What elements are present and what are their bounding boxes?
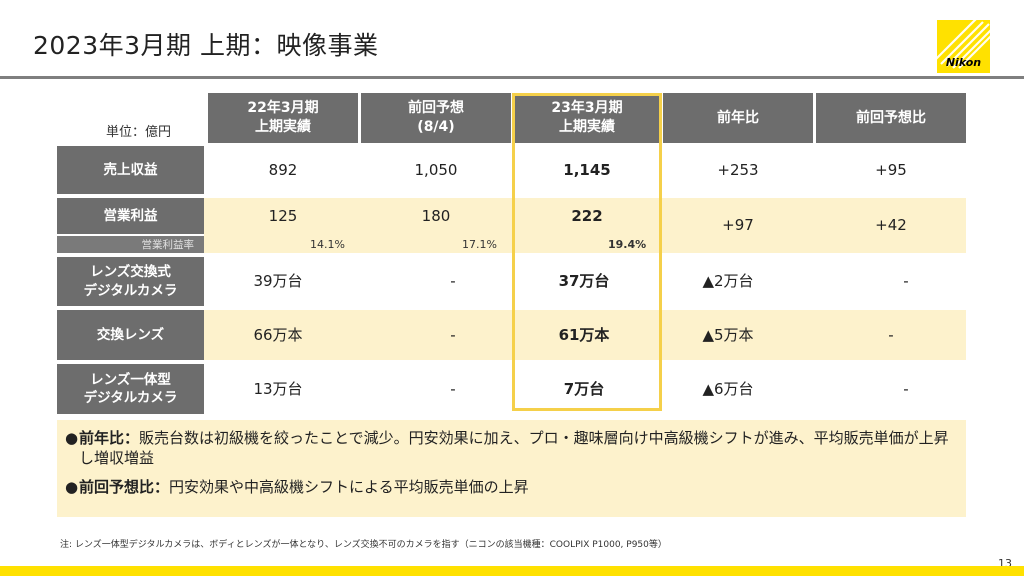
cell-lenses-fy22: 66万本 — [253, 325, 303, 344]
col-header-prev-forecast: 前回予想 (8/4) — [361, 93, 511, 143]
cell-lenses-fy23: 61万本 — [558, 325, 610, 344]
cell-ilc-vs-forecast: - — [903, 272, 909, 291]
row-band-compact — [204, 364, 966, 414]
page-title: 2023年3月期 上期：映像事業 — [33, 31, 379, 60]
row-band-lenses — [204, 310, 966, 360]
cell-compact-fy22: 13万台 — [253, 379, 303, 398]
cell-op-margin-fy22: 14.1% — [310, 238, 345, 251]
notes-box: ● 前年比：販売台数は初級機を絞ったことで減少。円安効果に加え、プロ・趣味層向け… — [57, 420, 966, 517]
row-header-revenue: 売上収益 — [57, 146, 204, 194]
row-header-label: 売上収益 — [103, 161, 158, 178]
col-header-line1: 23年3月期 — [551, 100, 623, 117]
cell-revenue-fy22: 892 — [268, 160, 298, 179]
cell-op-profit-fy23: 222 — [571, 206, 603, 225]
note-label: 前回予想比： — [79, 477, 170, 496]
note-text: 円安効果や中高級機シフトによる平均販売単価の上昇 — [169, 477, 529, 496]
col-header-vs-forecast: 前回予想比 — [816, 93, 966, 143]
note-label: 前年比： — [79, 429, 140, 447]
bullet-icon: ● — [65, 477, 79, 496]
note-vs-forecast: ● 前回予想比：円安効果や中高級機シフトによる平均販売単価の上昇 — [65, 477, 958, 497]
col-header-line2: (8/4) — [417, 119, 455, 135]
cell-revenue-yoy: +253 — [717, 160, 759, 179]
cell-op-margin-forecast: 17.1% — [462, 238, 497, 251]
cell-lenses-forecast: - — [450, 325, 456, 344]
col-header-line1: 前回予想 — [408, 100, 464, 117]
row-header-label: レンズ交換式 — [90, 264, 171, 281]
row-header-label: デジタルカメラ — [83, 282, 178, 299]
row-header-ilc: レンズ交換式 デジタルカメラ — [57, 257, 204, 306]
cell-op-profit-forecast: 180 — [421, 206, 451, 225]
cell-revenue-fy23: 1,145 — [563, 160, 611, 179]
cell-compact-vs-forecast: - — [903, 379, 909, 398]
row-band-ilc — [204, 257, 966, 306]
row-band-operating-profit — [204, 198, 966, 253]
cell-ilc-forecast: - — [450, 272, 456, 291]
logo-text: Nikon — [945, 56, 982, 69]
row-header-label: 営業利益 — [103, 207, 158, 224]
cell-ilc-fy22: 39万台 — [253, 272, 303, 291]
note-text: 販売台数は初級機を絞ったことで減少。円安効果に加え、プロ・趣味層向け中高級機シフ… — [79, 429, 949, 468]
cell-compact-yoy: ▲6万台 — [702, 379, 754, 398]
cell-op-profit-fy22: 125 — [268, 206, 298, 225]
col-header-line2: 上期実績 — [559, 119, 615, 135]
cell-revenue-vs-forecast: +95 — [875, 160, 907, 179]
cell-compact-fy23: 7万台 — [563, 379, 605, 398]
col-header-fy23-h1: 23年3月期 上期実績 — [514, 93, 660, 143]
unit-label: 単位：億円 — [106, 125, 172, 140]
row-header-operating-profit: 営業利益 — [57, 198, 204, 234]
cell-ilc-fy23: 37万台 — [558, 272, 610, 291]
cell-op-profit-yoy: +97 — [722, 216, 754, 235]
col-header-line1: 22年3月期 — [247, 100, 319, 117]
row-header-lenses: 交換レンズ — [57, 310, 204, 360]
row-header-label: レンズ一体型 — [90, 371, 171, 388]
col-header-line1: 前回予想比 — [856, 109, 926, 126]
col-header-line2: 上期実績 — [255, 119, 311, 135]
note-yoy: ● 前年比：販売台数は初級機を絞ったことで減少。円安効果に加え、プロ・趣味層向け… — [65, 428, 958, 469]
cell-lenses-yoy: ▲5万本 — [702, 325, 754, 344]
row-header-compact: レンズ一体型 デジタルカメラ — [57, 364, 204, 414]
row-header-label: 交換レンズ — [96, 326, 165, 343]
bullet-icon: ● — [65, 429, 79, 447]
row-header-label: デジタルカメラ — [83, 390, 178, 406]
logo-rays-icon — [937, 20, 990, 69]
row-band-revenue — [204, 146, 966, 194]
col-header-line1: 前年比 — [717, 109, 759, 126]
row-header-operating-margin: 営業利益率 — [57, 236, 204, 253]
cell-compact-forecast: - — [450, 379, 456, 398]
col-header-yoy: 前年比 — [663, 93, 813, 143]
cell-lenses-vs-forecast: - — [888, 325, 894, 344]
col-header-fy22-h1: 22年3月期 上期実績 — [208, 93, 358, 143]
title-divider — [0, 76, 1024, 79]
footnote: 注: レンズ一体型デジタルカメラは、ボディとレンズが一体となり、レンズ交換不可の… — [60, 540, 667, 550]
nikon-logo: Nikon — [937, 20, 990, 73]
cell-op-margin-fy23: 19.4% — [608, 238, 647, 251]
bottom-accent-bar — [0, 566, 1024, 576]
cell-op-profit-vs-forecast: +42 — [875, 216, 907, 235]
cell-ilc-yoy: ▲2万台 — [702, 272, 754, 291]
cell-revenue-forecast: 1,050 — [414, 160, 458, 179]
